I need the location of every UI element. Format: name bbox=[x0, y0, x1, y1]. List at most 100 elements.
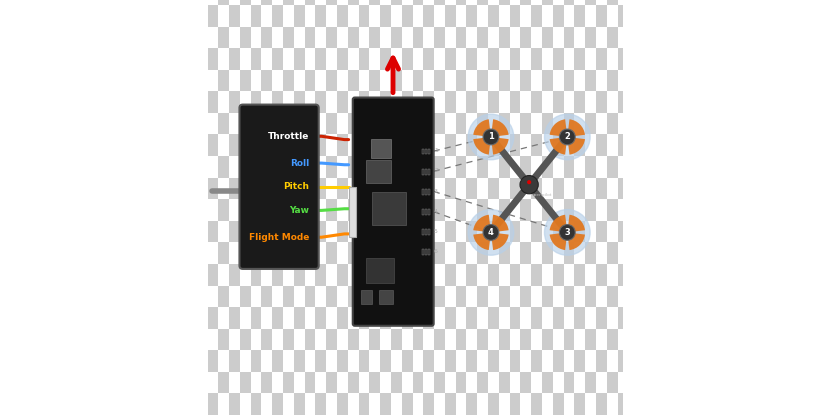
Bar bbox=[456, 221, 466, 242]
Bar bbox=[564, 264, 574, 286]
Bar bbox=[628, 307, 639, 329]
Bar bbox=[466, 221, 477, 242]
Bar bbox=[607, 350, 618, 372]
Bar bbox=[402, 48, 413, 70]
Bar bbox=[553, 134, 564, 156]
Bar bbox=[348, 350, 359, 372]
Bar bbox=[585, 0, 596, 5]
Bar bbox=[315, 134, 326, 156]
Bar bbox=[574, 199, 585, 221]
Bar bbox=[477, 134, 488, 156]
Bar bbox=[564, 329, 574, 350]
Bar bbox=[402, 178, 413, 199]
Bar bbox=[564, 307, 574, 329]
Wedge shape bbox=[549, 232, 568, 250]
Bar bbox=[510, 372, 520, 393]
Bar bbox=[585, 5, 596, 27]
Bar bbox=[261, 0, 272, 5]
Bar bbox=[607, 372, 618, 393]
Bar bbox=[261, 264, 272, 286]
Bar bbox=[359, 307, 369, 329]
Bar bbox=[240, 329, 251, 350]
Bar bbox=[294, 372, 305, 393]
Bar bbox=[499, 221, 510, 242]
Bar bbox=[380, 27, 391, 48]
Bar bbox=[283, 372, 294, 393]
Bar bbox=[369, 286, 380, 307]
Bar bbox=[294, 350, 305, 372]
Bar bbox=[413, 242, 423, 264]
Bar bbox=[428, 249, 430, 255]
Bar bbox=[520, 286, 531, 307]
Bar bbox=[251, 113, 261, 134]
Bar bbox=[229, 242, 240, 264]
Bar bbox=[315, 350, 326, 372]
Bar bbox=[251, 242, 261, 264]
Bar bbox=[305, 307, 315, 329]
Bar bbox=[402, 5, 413, 27]
Bar bbox=[402, 27, 413, 48]
Bar bbox=[456, 91, 466, 113]
Bar bbox=[391, 5, 402, 27]
Bar bbox=[294, 27, 305, 48]
Bar bbox=[628, 113, 639, 134]
Bar bbox=[574, 372, 585, 393]
Bar bbox=[315, 178, 326, 199]
Bar bbox=[596, 0, 607, 5]
Bar bbox=[445, 286, 456, 307]
Bar bbox=[326, 286, 337, 307]
Bar bbox=[240, 134, 251, 156]
Bar bbox=[402, 264, 413, 286]
Bar bbox=[499, 372, 510, 393]
Bar bbox=[326, 48, 337, 70]
Bar bbox=[520, 27, 531, 48]
Bar bbox=[466, 48, 477, 70]
Bar bbox=[542, 329, 553, 350]
Bar bbox=[422, 249, 424, 255]
Bar bbox=[380, 48, 391, 70]
Bar bbox=[618, 91, 628, 113]
Bar bbox=[553, 264, 564, 286]
Bar bbox=[574, 350, 585, 372]
Bar bbox=[423, 372, 434, 393]
Bar bbox=[607, 199, 618, 221]
Bar bbox=[618, 242, 628, 264]
Bar bbox=[369, 199, 380, 221]
Bar bbox=[305, 27, 315, 48]
Bar bbox=[348, 242, 359, 264]
Bar bbox=[596, 134, 607, 156]
Bar bbox=[553, 307, 564, 329]
Bar bbox=[510, 199, 520, 221]
Bar bbox=[337, 113, 348, 134]
Bar bbox=[251, 329, 261, 350]
Bar bbox=[272, 286, 283, 307]
Bar bbox=[391, 178, 402, 199]
Bar bbox=[585, 221, 596, 242]
Bar bbox=[531, 134, 542, 156]
Bar bbox=[348, 70, 359, 91]
Bar bbox=[531, 0, 542, 5]
Bar bbox=[413, 199, 423, 221]
Bar bbox=[315, 393, 326, 415]
Bar bbox=[510, 393, 520, 415]
Bar bbox=[240, 286, 251, 307]
Bar bbox=[542, 242, 553, 264]
Bar bbox=[402, 393, 413, 415]
Bar bbox=[402, 70, 413, 91]
Bar bbox=[425, 149, 427, 154]
Bar bbox=[564, 5, 574, 27]
Bar bbox=[422, 229, 424, 235]
Bar bbox=[208, 329, 218, 350]
Bar bbox=[359, 48, 369, 70]
Bar bbox=[618, 156, 628, 178]
Bar bbox=[369, 113, 380, 134]
Bar bbox=[251, 178, 261, 199]
Bar bbox=[337, 91, 348, 113]
Bar bbox=[596, 242, 607, 264]
Bar bbox=[574, 91, 585, 113]
Bar bbox=[520, 70, 531, 91]
Bar bbox=[531, 329, 542, 350]
Bar bbox=[531, 156, 542, 178]
Bar bbox=[218, 48, 229, 70]
Bar bbox=[208, 134, 218, 156]
